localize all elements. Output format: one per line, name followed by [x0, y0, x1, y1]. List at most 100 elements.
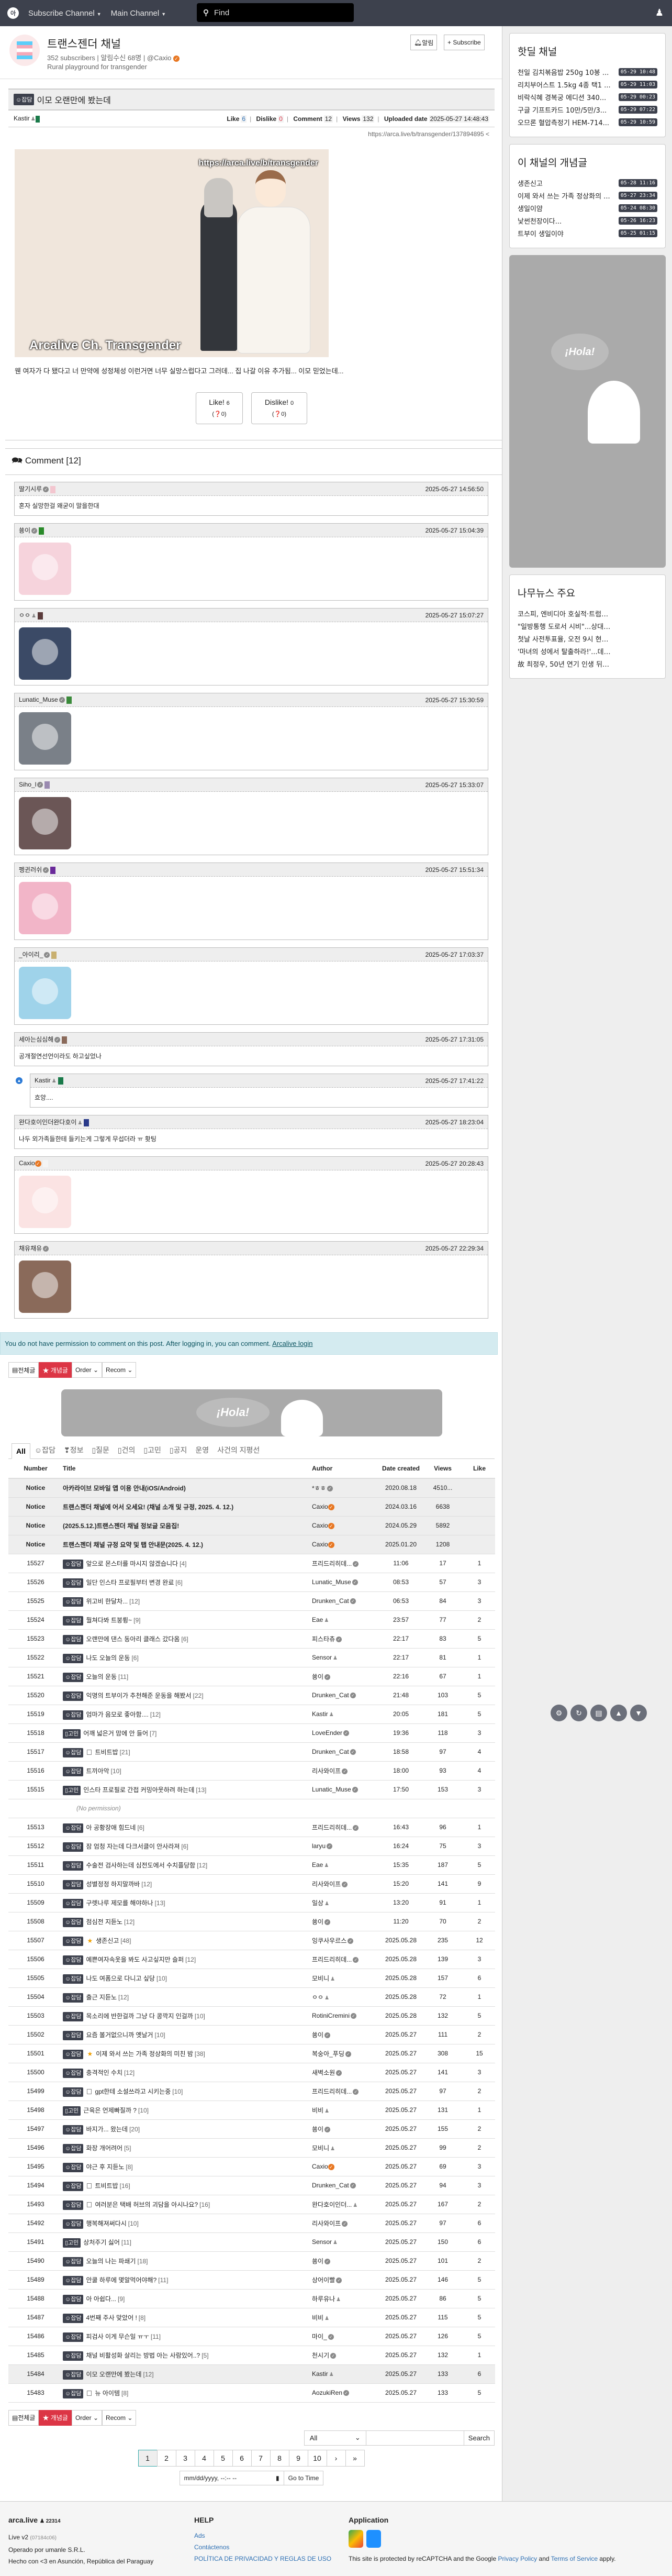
- category-badge[interactable]: ☺잡담: [63, 1917, 84, 1927]
- page-link[interactable]: 1: [138, 2449, 158, 2467]
- post-title[interactable]: 뭘쳐다봐 트붕륑~: [86, 1616, 132, 1624]
- datetime-input[interactable]: mm/dd/yyyy, --:-- -- ▮: [179, 2470, 284, 2485]
- notice-row[interactable]: Notice (2025.5.12.)트랜스젠더 채널 정보글 모음집! Caxio…: [8, 1516, 495, 1535]
- comment-author[interactable]: Kastir ♟: [35, 1077, 63, 1085]
- table-row[interactable]: 15510 ☺잡담 성별정정 하지말까바 [12] 리사와이프 ✓ 15:20 141 9: [8, 1874, 495, 1894]
- order-dropdown[interactable]: Order ⌄: [71, 1362, 103, 1378]
- comment-author-name[interactable]: Caxio: [19, 1159, 35, 1167]
- table-row[interactable]: 15513 ☺잡담 아 공황장애 힘드네 [6] 프리드리히데... ✓ 16:43 96 1: [8, 1818, 495, 1837]
- post-author[interactable]: 모비니 ♟: [312, 1969, 380, 1988]
- article-author[interactable]: Kastir ♟: [14, 115, 40, 123]
- post-title-cell[interactable]: ☺잡담 엄마가 음모로 좋아함.... [12]: [63, 1705, 312, 1724]
- hotdeal-item[interactable]: 리치부어스트 1.5kg 4종 택1 ... 05-29 11:03: [518, 78, 657, 91]
- table-row[interactable]: 15509 ☺잡담 구렛나루 제모를 해야하나 [13] 일상 ♟ 13:20 91 1: [8, 1893, 495, 1912]
- author-name[interactable]: 모비니: [312, 2144, 330, 2152]
- post-title[interactable]: 아 아쉽다...: [86, 2295, 116, 2303]
- category-badge[interactable]: ☺잡담: [63, 1993, 84, 2003]
- table-row[interactable]: 15496 ☺잡담 화장 개어려어 [5] 모비니 ♟ 2025.05.27 99 2: [8, 2138, 495, 2158]
- search-button[interactable]: Search: [463, 2430, 495, 2446]
- post-title[interactable]: 점심전 지듣노: [86, 1918, 123, 1926]
- post-author[interactable]: 하루유나 ♟: [312, 2289, 380, 2308]
- author-name[interactable]: 프리드리히데...: [312, 1823, 352, 1831]
- post-title-cell[interactable]: ☺잡담 출근 지듣노 [12]: [63, 1987, 312, 2007]
- post-title[interactable]: 어깨 넓은거 맘에 안 들어: [83, 1729, 149, 1737]
- post-author[interactable]: Drunken_Cat ✓: [312, 1591, 380, 1611]
- post-author[interactable]: 리사와이프 ✓: [312, 2214, 380, 2233]
- author-name[interactable]: 프리드리히데...: [312, 1560, 352, 1567]
- news-title[interactable]: 나무뉴스 주요: [518, 588, 576, 599]
- comment-author[interactable]: 쑝이 ✓: [19, 526, 44, 535]
- post-title-cell[interactable]: ▯고민 상처주기 싫어 [11]: [63, 2232, 312, 2252]
- news-title[interactable]: "일방통행 도로서 시비"...상대차량 동승자 ...: [518, 623, 612, 631]
- post-title[interactable]: 근육은 언제빠질까 ?: [83, 2106, 137, 2114]
- author-name[interactable]: Kastir: [312, 1710, 328, 1718]
- comment-author-name[interactable]: Kastir: [35, 1077, 51, 1085]
- author-name[interactable]: Caxio: [312, 1541, 328, 1548]
- category-badge[interactable]: ☺잡담: [63, 2125, 84, 2135]
- post-title[interactable]: 여러분은 택배 허브의 괴담을 아시나요?: [95, 2201, 198, 2208]
- post-author[interactable]: RotiniCremini ✓: [312, 2006, 380, 2026]
- category-tab[interactable]: ▯질문: [92, 1446, 109, 1454]
- post-title-cell[interactable]: ☺잡담 나도 오늘의 운동 [6]: [63, 1648, 312, 1667]
- comment-author[interactable]: _아이리_ ✓: [19, 950, 57, 959]
- post-title[interactable]: 오랜만에 댄스 동아리 클래스 갔다옴: [86, 1635, 180, 1643]
- post-author[interactable]: Sensor ♟: [312, 2232, 380, 2252]
- post-author[interactable]: 쑝이 ✓: [312, 2251, 380, 2271]
- news-item[interactable]: 첫날 사전투표율, 오전 9시 현재 3.55%...동...: [518, 632, 657, 645]
- comment-author[interactable]: Caxio ✓: [19, 1159, 48, 1167]
- scroll-down-icon[interactable]: ▼: [630, 1705, 647, 1721]
- post-title-cell[interactable]: (2025.5.12.)트랜스젠더 채널 정보글 모음집!: [63, 1516, 312, 1535]
- category-tab[interactable]: 운영: [195, 1446, 209, 1454]
- subscribe-channel-menu[interactable]: Subscribe Channel ▼: [28, 9, 102, 18]
- hotdeal-item[interactable]: 오므론 혈압측정기 HEM-714... 05-29 10:59: [518, 116, 657, 128]
- category-badge[interactable]: ☺잡담: [63, 2313, 84, 2323]
- post-author[interactable]: Drunken_Cat ✓: [312, 1686, 380, 1705]
- post-title-cell[interactable]: ☺잡담 목소리에 반한걸까 그냥 다 콩깍지 인걸까 [10]: [63, 2006, 312, 2026]
- post-author[interactable]: 비비 ♟: [312, 2100, 380, 2120]
- post-title[interactable]: 충격적인 수치: [86, 2069, 123, 2076]
- post-title[interactable]: 앞으로 몬스터를 마시지 않겠습니다: [86, 1560, 178, 1567]
- author-name[interactable]: Drunken_Cat: [312, 2182, 349, 2189]
- hotdeal-item-title[interactable]: 비락식혜 경복궁 에디션 340...: [518, 94, 607, 102]
- table-row[interactable]: 15518 ▯고민 어깨 넓은거 맘에 안 들어 [7] LoveEnder ✓ 19:36…: [8, 1723, 495, 1743]
- best-post-item[interactable]: 이제 와서 쓰는 가족 정상화의 ... 05-27 23:34: [518, 189, 657, 202]
- author-name[interactable]: 쑝이: [312, 2257, 324, 2265]
- post-author[interactable]: 일상 ♟: [312, 1893, 380, 1912]
- category-badge[interactable]: ☺잡담: [63, 1653, 84, 1663]
- post-title[interactable]: 이모 오랜만에 봤는데: [86, 2370, 142, 2378]
- news-title[interactable]: 故 최정우, 50년 연기 인생 뒤로하고 영면......: [518, 660, 612, 669]
- best-post-item-title[interactable]: 트부이 생일이야: [518, 230, 564, 238]
- post-title[interactable]: 뉴 아이템: [95, 2389, 120, 2397]
- post-title[interactable]: 트비트밥: [95, 2182, 118, 2190]
- author-name[interactable]: 리사와이프: [312, 1880, 341, 1888]
- post-title-cell[interactable]: ▯고민 어깨 넓은거 맘에 안 들어 [7]: [63, 1723, 312, 1743]
- author-name[interactable]: 천시기: [312, 2351, 330, 2359]
- author-name[interactable]: 일상: [312, 1899, 324, 1907]
- author-name[interactable]: 복숭아_푸딩: [312, 2050, 344, 2058]
- category-badge[interactable]: ☺잡담: [63, 2219, 84, 2229]
- post-author[interactable]: 쑝이 ✓: [312, 1912, 380, 1931]
- post-title-cell[interactable]: ☺잡담 성별정정 하지말까바 [12]: [63, 1874, 312, 1894]
- post-title[interactable]: 화장 개어려어: [86, 2144, 123, 2152]
- channel-avatar[interactable]: [9, 35, 40, 66]
- notice-row[interactable]: Notice 트랜스젠더 채널에 어서 오세요! (채널 소개 및 규정, 202…: [8, 1497, 495, 1517]
- post-author[interactable]: 새벽소원 ✓: [312, 2063, 380, 2082]
- post-title[interactable]: 오늘의 운동: [86, 1673, 117, 1681]
- post-author[interactable]: laryu ✓: [312, 1837, 380, 1856]
- author-name[interactable]: Kastir: [312, 2370, 328, 2378]
- best-post-item-title[interactable]: 이제 와서 쓰는 가족 정상화의 ...: [518, 192, 610, 201]
- table-row[interactable]: 15516 ☺잡담 트끼아악 [10] 리사와이프 ✓ 18:00 93 4: [8, 1761, 495, 1781]
- post-title[interactable]: 안쿨 하루에 몇알먹어야해?: [86, 2276, 157, 2284]
- post-title[interactable]: 구렛나루 제모를 해야하나: [86, 1899, 153, 1907]
- comment-author-name[interactable]: _아이리_: [19, 951, 43, 958]
- category-badge[interactable]: ☺잡담: [63, 2087, 84, 2097]
- table-row[interactable]: 15512 ☺잡담 잠 엄청 자는데 다크서클이 안사라져 [6] laryu ✓ 16:2…: [8, 1837, 495, 1856]
- category-badge[interactable]: ☺잡담: [63, 1955, 84, 1965]
- post-title-cell[interactable]: ☺잡담 채널 비활성화 살리는 방법 아는 사람있어..? [5]: [63, 2346, 312, 2365]
- post-title[interactable]: 위고비 한달차...: [86, 1597, 128, 1605]
- post-author[interactable]: AozukiRen ✓: [312, 2383, 380, 2403]
- post-title[interactable]: 엄마가 음모로 좋아함....: [86, 1710, 149, 1718]
- author-name[interactable]: 새벽소원: [312, 2069, 335, 2076]
- post-title-cell[interactable]: ☺잡담 뉴 아이템 [8]: [63, 2383, 312, 2403]
- table-row[interactable]: 15494 ☺잡담 트비트밥 [16] Drunken_Cat ✓ 2025.05.27 94…: [8, 2176, 495, 2195]
